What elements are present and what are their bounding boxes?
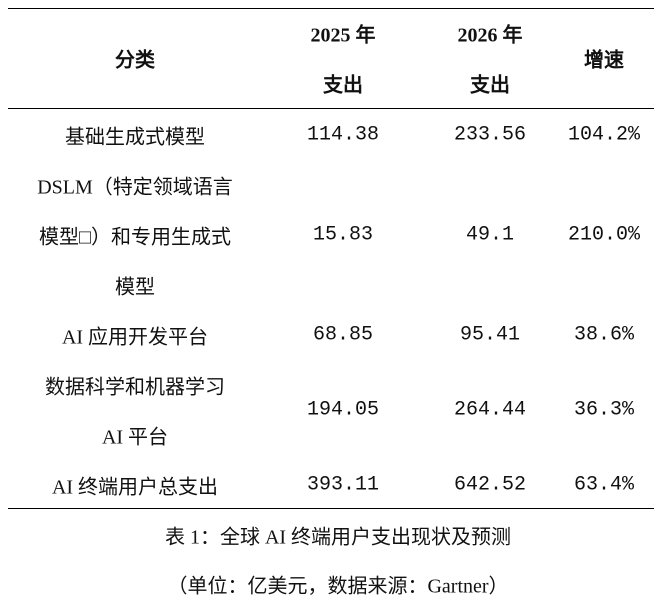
caption: 表 1：全球 AI 终端用户支出现状及预测 <box>164 526 512 549</box>
value-cell: 114.38 <box>306 123 380 147</box>
value-cell: 95.41 <box>459 323 521 347</box>
value-cell: 15.83 <box>312 223 374 247</box>
header-rule <box>8 108 654 109</box>
value-cell: 210.0% <box>567 223 641 247</box>
value-cell: 36.3% <box>573 398 635 422</box>
top-rule <box>8 8 654 9</box>
header-cell: 2025 年 <box>310 24 376 47</box>
value-cell: 49.1 <box>465 223 515 247</box>
header-cell: 增速 <box>584 49 624 72</box>
category-cell: 基础生成式模型 <box>65 126 205 149</box>
value-cell: 63.4% <box>573 473 635 497</box>
category-cell: 模型□）和专用生成式 <box>38 226 232 249</box>
value-cell: 38.6% <box>573 323 635 347</box>
category-cell: 数据科学和机器学习 <box>45 376 225 399</box>
value-cell: 393.11 <box>306 473 380 497</box>
value-cell: 194.05 <box>306 398 380 422</box>
bottom-rule <box>8 508 654 509</box>
value-cell: 233.56 <box>453 123 527 147</box>
caption: （单位：亿美元，数据来源：Gartner） <box>167 575 509 598</box>
header-cell: 支出 <box>470 74 510 97</box>
category-cell: 模型 <box>115 276 155 299</box>
value-cell: 104.2% <box>567 123 641 147</box>
category-cell: DSLM（特定领域语言 <box>37 176 233 199</box>
value-cell: 264.44 <box>453 398 527 422</box>
header-cell: 支出 <box>323 74 363 97</box>
category-cell: AI 应用开发平台 <box>61 326 209 349</box>
value-cell: 68.85 <box>312 323 374 347</box>
header-cell: 2026 年 <box>457 24 523 47</box>
header-cell: 分类 <box>115 49 155 72</box>
value-cell: 642.52 <box>453 473 527 497</box>
category-cell: AI 平台 <box>101 426 169 449</box>
category-cell: AI 终端用户总支出 <box>51 476 219 499</box>
